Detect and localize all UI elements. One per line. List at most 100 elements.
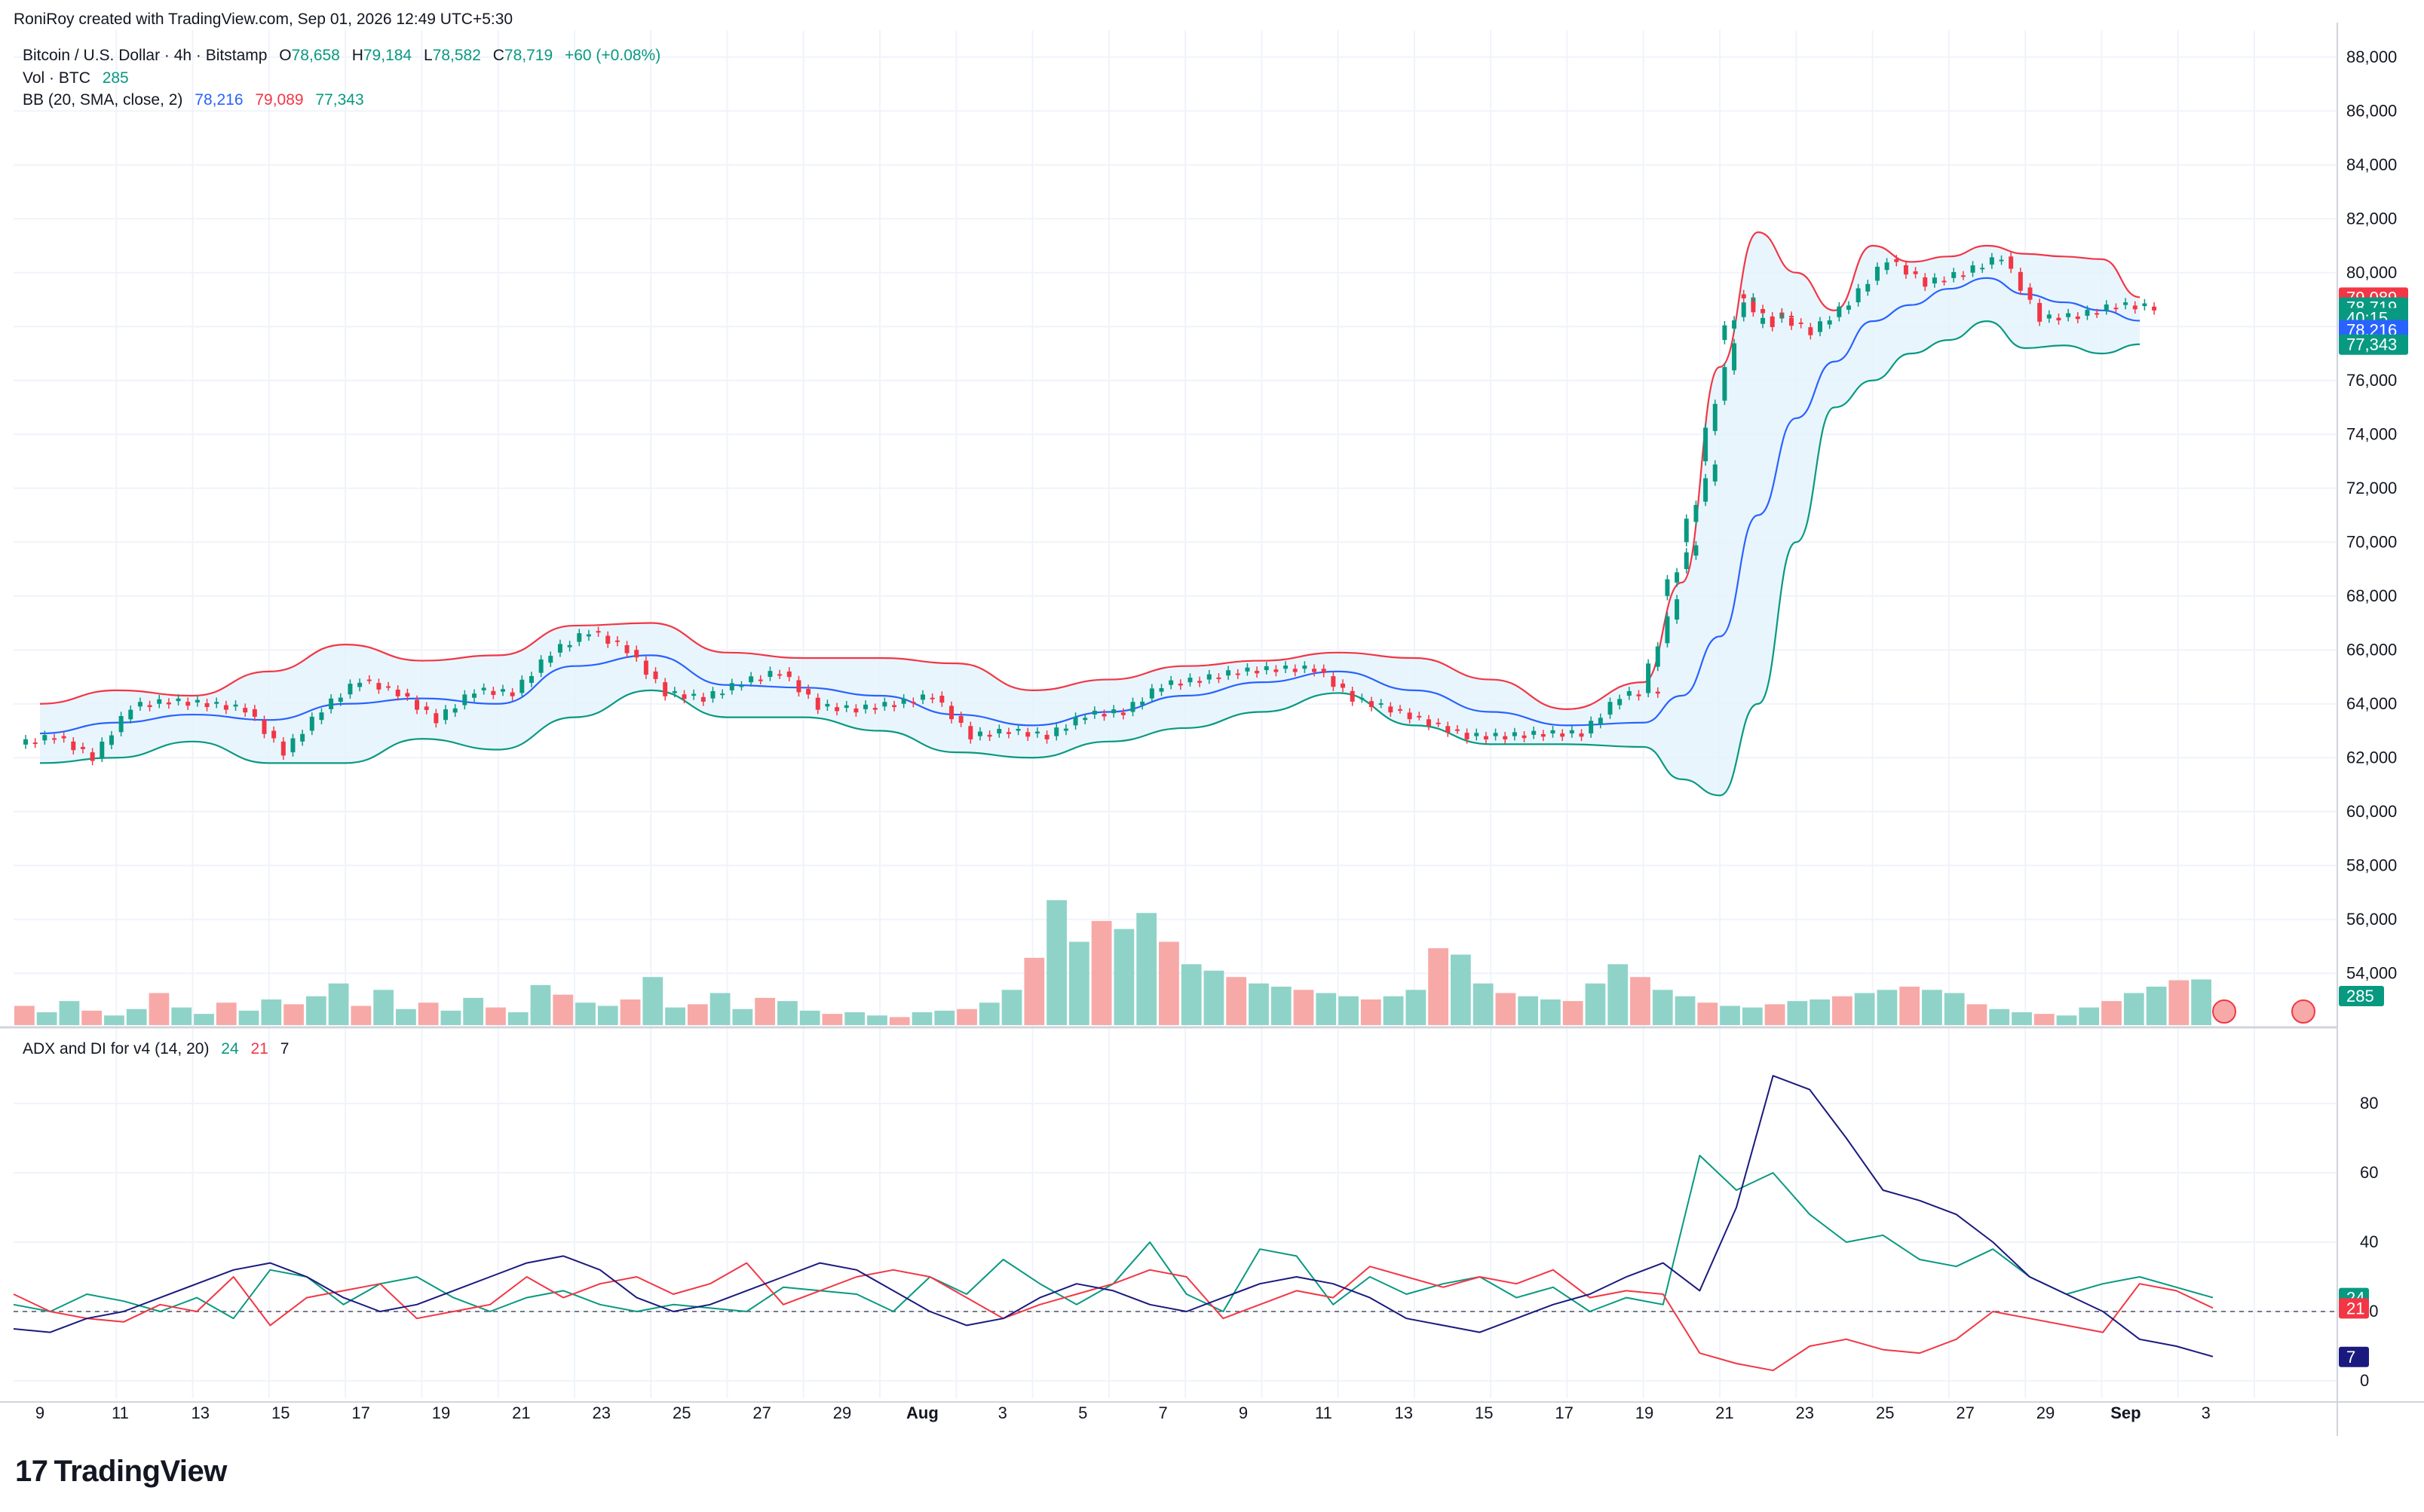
volume-bar	[575, 1002, 596, 1025]
candle	[1331, 676, 1336, 687]
candle	[691, 693, 697, 696]
candle	[1264, 666, 1269, 671]
candle	[1397, 709, 1402, 711]
candle	[472, 693, 477, 698]
tradingview-logo[interactable]: 17 TradingView	[15, 1455, 227, 1488]
volume-bar	[1428, 948, 1448, 1025]
candle	[118, 716, 124, 733]
volume-bar	[553, 994, 574, 1025]
candle	[1226, 670, 1231, 676]
candle	[1980, 268, 1985, 270]
volume-bar	[418, 1002, 439, 1025]
candle	[1722, 325, 1727, 341]
volume-bar	[36, 1012, 57, 1025]
candle	[1560, 733, 1565, 737]
volume-legend[interactable]: Vol · BTC 285	[23, 69, 136, 87]
symbol-legend[interactable]: Bitcoin / U.S. Dollar · 4h · Bitstamp O7…	[23, 47, 661, 64]
candle	[872, 708, 878, 710]
candle	[500, 689, 505, 692]
candle	[1445, 726, 1451, 733]
candle	[80, 746, 85, 749]
bb-upper-value: 79,089	[255, 91, 304, 109]
volume-bar	[1787, 1001, 1808, 1025]
candle	[2066, 313, 2071, 317]
bb-legend[interactable]: BB (20, SMA, close, 2) 78,216 79,089 77,…	[23, 91, 372, 109]
candle	[23, 739, 29, 745]
time-tick-label: 19	[432, 1403, 450, 1422]
candle	[643, 660, 648, 675]
bb-lower-line	[39, 320, 2141, 797]
volume-bar	[1831, 996, 1852, 1025]
candle	[519, 679, 525, 693]
candle	[1712, 403, 1718, 431]
candle	[1874, 266, 1880, 281]
candle	[1693, 504, 1699, 522]
band-fill	[40, 232, 2141, 796]
volume-bar	[104, 1015, 124, 1025]
price-tick-label: 84,000	[2346, 155, 2397, 174]
candle	[348, 684, 353, 695]
time-tick-label: 9	[35, 1403, 44, 1422]
candle	[2113, 308, 2119, 310]
volume-bar	[1518, 996, 1539, 1025]
candle	[1454, 729, 1460, 731]
volume-bar	[216, 1002, 237, 1025]
volume-bar	[1944, 993, 1965, 1025]
price-tick-label: 86,000	[2346, 101, 2397, 120]
candle	[1378, 703, 1384, 705]
candle	[2123, 302, 2128, 305]
candle	[548, 656, 553, 663]
candle	[1054, 727, 1059, 736]
candle	[1617, 699, 1623, 705]
candle	[1636, 694, 1641, 696]
candle	[1503, 736, 1508, 739]
candle	[844, 705, 849, 709]
open-value: 78,658	[291, 47, 340, 64]
candle	[987, 734, 992, 737]
time-tick-label: 9	[1239, 1403, 1248, 1422]
candle	[930, 697, 935, 699]
candle	[1512, 732, 1517, 736]
price-label-bg	[2339, 334, 2408, 355]
candle	[1417, 715, 1422, 718]
candle	[614, 640, 620, 642]
volume-bar	[2012, 1012, 2032, 1025]
volume-bar	[1472, 983, 1494, 1025]
candle	[1951, 272, 1957, 278]
candle	[1932, 277, 1937, 284]
candle	[1120, 712, 1126, 715]
candle	[1273, 669, 1279, 672]
candle	[1216, 677, 1221, 679]
candle	[1665, 616, 1670, 644]
candle	[1569, 730, 1574, 734]
time-tick-label: 15	[1475, 1403, 1493, 1422]
candle	[462, 694, 467, 705]
candle	[243, 708, 248, 713]
candle	[892, 705, 897, 708]
time-tick-label: 27	[752, 1403, 771, 1422]
volume-bar	[889, 1017, 910, 1025]
candle	[309, 716, 314, 731]
time-tick-label: 25	[673, 1403, 691, 1422]
candle	[338, 697, 343, 702]
adx-label-bg	[2339, 1346, 2369, 1367]
adx-tick-label: 0	[2360, 1371, 2369, 1390]
price-label: 77,343	[2346, 335, 2397, 354]
volume-bar	[2056, 1015, 2077, 1025]
candle	[176, 698, 181, 702]
candle	[1626, 690, 1632, 696]
volume-bar	[1136, 913, 1157, 1025]
change-value: +60 (+0.08%)	[564, 47, 661, 64]
candle	[1808, 327, 1813, 335]
candle	[1722, 367, 1727, 401]
adx-legend[interactable]: ADX and DI for v4 (14, 20) 24 21 7	[23, 1040, 296, 1058]
adx-tick-label: 60	[2360, 1163, 2378, 1182]
candle	[233, 704, 238, 707]
volume-bar	[283, 1004, 304, 1025]
candle	[729, 683, 734, 690]
candle	[1474, 733, 1479, 736]
volume-bar	[2146, 987, 2167, 1025]
candle	[739, 685, 744, 687]
volume-bar	[1966, 1004, 1987, 1025]
